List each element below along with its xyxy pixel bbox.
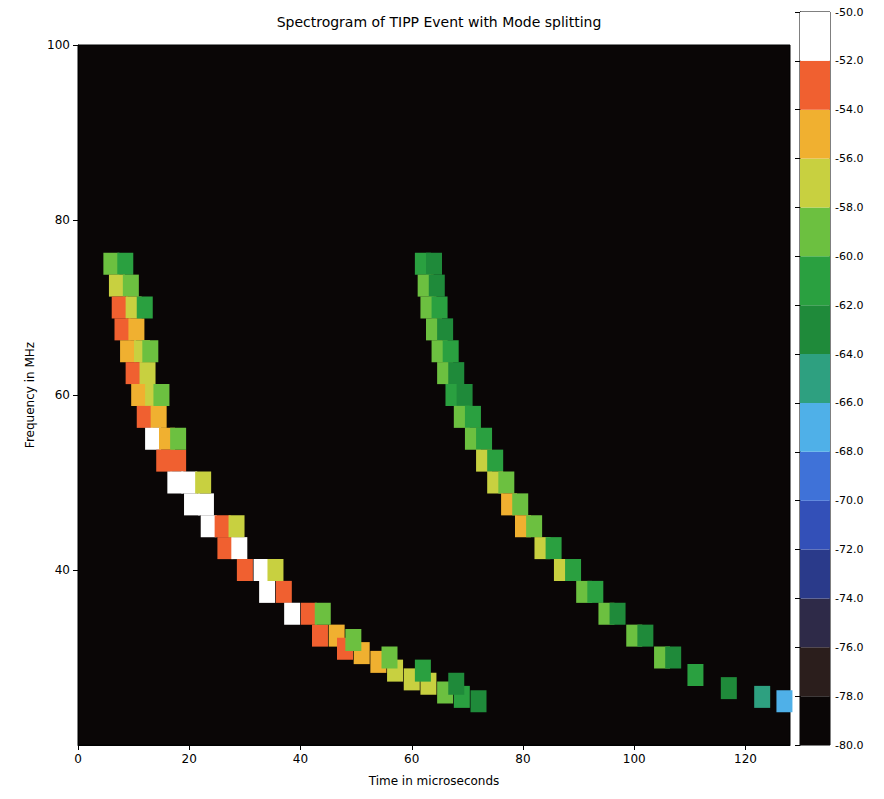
svg-text:80: 80: [515, 752, 530, 766]
svg-text:-50.0: -50.0: [835, 6, 863, 19]
svg-text:-54.0: -54.0: [835, 103, 863, 116]
svg-text:80: 80: [55, 213, 70, 227]
svg-text:-52.0: -52.0: [835, 54, 863, 67]
svg-text:60: 60: [404, 752, 419, 766]
svg-text:-66.0: -66.0: [835, 396, 863, 409]
svg-text:40: 40: [55, 563, 70, 577]
svg-text:-62.0: -62.0: [835, 299, 863, 312]
svg-text:-68.0: -68.0: [835, 445, 863, 458]
svg-text:40: 40: [293, 752, 308, 766]
svg-text:Frequency in MHz: Frequency in MHz: [23, 342, 37, 448]
svg-text:Time in microseconds: Time in microseconds: [368, 774, 500, 788]
svg-text:-74.0: -74.0: [835, 592, 863, 605]
svg-text:-72.0: -72.0: [835, 543, 863, 556]
svg-text:-76.0: -76.0: [835, 641, 863, 654]
svg-text:100: 100: [623, 752, 646, 766]
svg-text:0: 0: [74, 752, 82, 766]
svg-text:-80.0: -80.0: [835, 739, 863, 752]
svg-text:60: 60: [55, 388, 70, 402]
svg-text:Spectrogram of TIPP Event with: Spectrogram of TIPP Event with Mode spli…: [277, 14, 602, 30]
svg-text:20: 20: [182, 752, 197, 766]
svg-text:-60.0: -60.0: [835, 250, 863, 263]
svg-text:100: 100: [47, 38, 70, 52]
svg-text:-78.0: -78.0: [835, 690, 863, 703]
svg-text:-58.0: -58.0: [835, 201, 863, 214]
svg-text:-56.0: -56.0: [835, 152, 863, 165]
svg-text:-64.0: -64.0: [835, 348, 863, 361]
svg-text:120: 120: [734, 752, 757, 766]
svg-text:-70.0: -70.0: [835, 494, 863, 507]
